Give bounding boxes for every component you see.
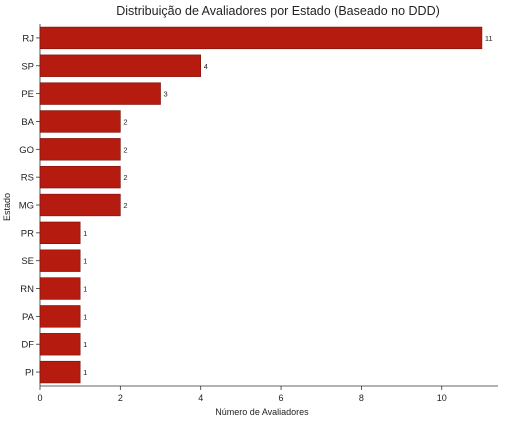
bar-value-label: 3 bbox=[164, 90, 168, 99]
y-tick-label: BA bbox=[21, 117, 34, 128]
bar bbox=[39, 26, 483, 50]
bar bbox=[39, 277, 81, 300]
x-axis-label: Número de Avaliadores bbox=[215, 407, 309, 417]
bar bbox=[39, 54, 202, 77]
bar-value-label: 2 bbox=[123, 201, 127, 210]
chart-title: Distribuição de Avaliadores por Estado (… bbox=[116, 4, 440, 18]
bar bbox=[39, 138, 121, 161]
bar bbox=[39, 221, 81, 245]
bar-value-label: 1 bbox=[83, 340, 87, 349]
bar bbox=[39, 360, 81, 384]
x-tick-label: 8 bbox=[359, 393, 364, 403]
bar-value-label: 1 bbox=[83, 285, 87, 294]
y-tick-label: PA bbox=[22, 312, 35, 323]
bar-value-label: 2 bbox=[123, 117, 127, 126]
bar-value-label: 2 bbox=[123, 173, 127, 182]
bar-value-label: 1 bbox=[83, 257, 87, 266]
y-tick-label: PE bbox=[21, 89, 34, 100]
y-tick-label: SP bbox=[21, 61, 34, 72]
bar-value-label: 1 bbox=[83, 312, 87, 321]
bar bbox=[39, 165, 121, 189]
y-tick-label: RS bbox=[21, 173, 34, 184]
y-tick-label: PR bbox=[21, 228, 34, 239]
x-tick-label: 4 bbox=[198, 393, 203, 403]
bar-value-label: 1 bbox=[83, 368, 87, 377]
bar-value-label: 11 bbox=[485, 34, 493, 43]
y-tick-label: RJ bbox=[22, 33, 34, 44]
bar bbox=[39, 110, 121, 133]
x-tick-label: 0 bbox=[37, 393, 42, 403]
bar bbox=[39, 82, 161, 105]
y-tick-label: DF bbox=[21, 340, 34, 351]
y-tick-label: PI bbox=[25, 368, 34, 379]
bar bbox=[39, 333, 81, 356]
x-tick-label: 6 bbox=[279, 393, 284, 403]
x-tick-label: 10 bbox=[437, 393, 447, 403]
y-tick-label: RN bbox=[20, 284, 34, 295]
bar bbox=[39, 193, 121, 217]
bar-value-label: 2 bbox=[123, 145, 127, 154]
x-tick-label: 2 bbox=[118, 393, 123, 403]
bar bbox=[39, 305, 81, 328]
y-tick-label: SE bbox=[21, 256, 34, 267]
y-tick-label: GO bbox=[19, 145, 34, 156]
bar bbox=[39, 249, 81, 272]
bar-value-label: 4 bbox=[204, 62, 208, 71]
y-tick-label: MG bbox=[19, 201, 34, 212]
bar-value-label: 1 bbox=[83, 229, 87, 238]
y-axis-label: Estado bbox=[2, 193, 12, 221]
